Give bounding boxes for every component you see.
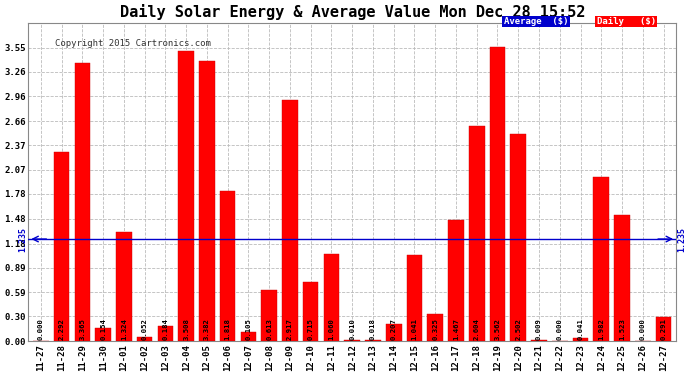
Bar — [75, 63, 90, 341]
Bar — [386, 324, 402, 341]
Text: Copyright 2015 Cartronics.com: Copyright 2015 Cartronics.com — [55, 39, 211, 48]
Text: 0.613: 0.613 — [266, 318, 272, 340]
Bar — [241, 333, 256, 341]
Bar — [469, 126, 484, 341]
Text: 1.467: 1.467 — [453, 318, 459, 340]
Bar — [157, 326, 173, 341]
Bar — [262, 291, 277, 341]
Bar — [199, 62, 215, 341]
Text: 1.818: 1.818 — [225, 318, 230, 340]
Bar — [344, 340, 360, 341]
Bar — [365, 340, 381, 341]
Text: 1.041: 1.041 — [411, 318, 417, 340]
Text: 2.502: 2.502 — [515, 318, 521, 340]
Text: 0.291: 0.291 — [660, 318, 667, 340]
Text: 0.010: 0.010 — [349, 318, 355, 340]
Text: 1.523: 1.523 — [619, 318, 625, 340]
Text: 2.917: 2.917 — [287, 318, 293, 340]
Text: 1.235: 1.235 — [677, 226, 686, 252]
Bar — [282, 100, 297, 341]
Text: 0.041: 0.041 — [578, 318, 584, 340]
Text: Daily   ($): Daily ($) — [597, 17, 656, 26]
Bar — [303, 282, 319, 341]
Bar — [531, 340, 546, 341]
Text: Average  ($): Average ($) — [504, 17, 568, 26]
Bar — [324, 254, 339, 341]
Text: 0.009: 0.009 — [536, 318, 542, 340]
Text: 0.325: 0.325 — [432, 318, 438, 340]
Bar — [573, 338, 589, 341]
Bar — [448, 220, 464, 341]
Text: 2.604: 2.604 — [474, 318, 480, 340]
Bar — [137, 337, 152, 341]
Text: 3.508: 3.508 — [183, 318, 189, 340]
Text: 3.365: 3.365 — [79, 318, 86, 340]
Text: 1.235: 1.235 — [19, 226, 28, 252]
Text: 0.052: 0.052 — [141, 318, 148, 340]
Text: 0.018: 0.018 — [370, 318, 376, 340]
Text: 1.060: 1.060 — [328, 318, 335, 340]
Title: Daily Solar Energy & Average Value Mon Dec 28 15:52: Daily Solar Energy & Average Value Mon D… — [119, 4, 585, 20]
Text: 3.562: 3.562 — [495, 318, 500, 340]
Bar — [656, 317, 671, 341]
Text: 0.000: 0.000 — [640, 318, 646, 340]
Text: 0.715: 0.715 — [308, 318, 314, 340]
Text: 0.000: 0.000 — [38, 318, 44, 340]
Text: 0.154: 0.154 — [100, 318, 106, 340]
Text: 0.207: 0.207 — [391, 318, 397, 340]
Bar — [179, 51, 194, 341]
Bar — [427, 314, 443, 341]
Text: 1.324: 1.324 — [121, 318, 127, 340]
Text: 0.184: 0.184 — [162, 318, 168, 340]
Text: 3.382: 3.382 — [204, 318, 210, 340]
Text: 0.000: 0.000 — [557, 318, 563, 340]
Bar — [614, 215, 630, 341]
Bar — [593, 177, 609, 341]
Bar — [511, 134, 526, 341]
Bar — [54, 152, 70, 341]
Text: 1.982: 1.982 — [598, 318, 604, 340]
Text: 2.292: 2.292 — [59, 318, 65, 340]
Bar — [95, 328, 111, 341]
Bar — [406, 255, 422, 341]
Text: 0.105: 0.105 — [246, 318, 251, 340]
Bar — [490, 46, 505, 341]
Bar — [116, 232, 132, 341]
Bar — [220, 191, 235, 341]
